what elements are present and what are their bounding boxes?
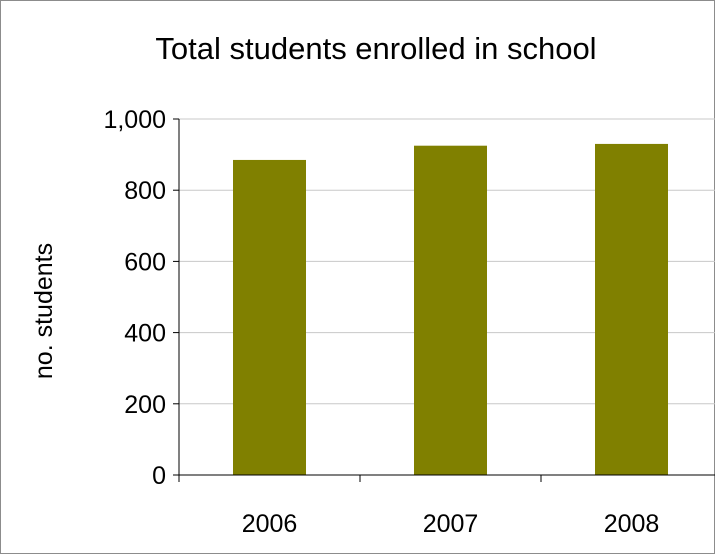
y-tick-label: 400 <box>124 320 166 348</box>
y-tick-label: 0 <box>152 462 166 490</box>
y-tick-label: 600 <box>124 248 166 276</box>
bar-2006 <box>233 159 306 475</box>
y-tick-label: 1,000 <box>103 106 166 134</box>
x-tick-label: 2007 <box>423 510 479 538</box>
bar-2008 <box>595 143 668 476</box>
y-tick-label: 800 <box>124 177 166 205</box>
y-tick-label: 200 <box>124 391 166 419</box>
x-tick-label: 2006 <box>242 510 298 538</box>
chart-title: Total students enrolled in school <box>155 31 596 66</box>
x-tick-label: 2008 <box>604 510 660 538</box>
y-axis-label: no. students <box>30 243 58 379</box>
label-layer: 0 200 400 600 800 1,000 2006 2007 2008 <box>103 106 659 538</box>
axis-layer <box>173 118 715 482</box>
bar-layer <box>233 143 668 476</box>
bar-2007 <box>414 145 487 475</box>
